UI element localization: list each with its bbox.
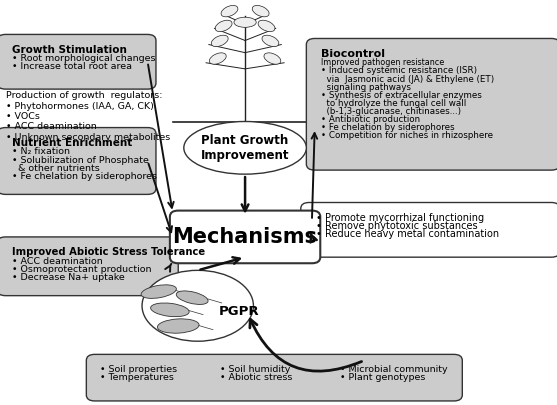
Text: Production of growth  regulators:
• Phytohormones (IAA, GA, CK)
• VOCs
• ACC dea: Production of growth regulators: • Phyto… [6, 91, 170, 142]
Text: • Promote mycorrhizal functioning: • Promote mycorrhizal functioning [316, 213, 484, 223]
Text: • Soil humidity: • Soil humidity [220, 365, 290, 374]
Text: • Decrease Na+ uptake: • Decrease Na+ uptake [12, 273, 125, 282]
Text: PGPR: PGPR [219, 305, 260, 318]
Text: Biocontrol: Biocontrol [321, 49, 385, 59]
Ellipse shape [252, 5, 269, 17]
Text: Growth Stimulation: Growth Stimulation [12, 45, 127, 55]
Ellipse shape [211, 35, 228, 47]
FancyBboxPatch shape [301, 202, 557, 257]
FancyBboxPatch shape [170, 211, 320, 263]
Ellipse shape [184, 122, 306, 174]
FancyBboxPatch shape [0, 34, 156, 89]
Text: • ACC deamination: • ACC deamination [12, 257, 103, 266]
Text: • Plant genotypes: • Plant genotypes [340, 373, 425, 382]
Text: Nutrient Enrichment: Nutrient Enrichment [12, 138, 133, 148]
Text: Plant Growth
Improvement: Plant Growth Improvement [201, 134, 289, 162]
Ellipse shape [209, 53, 226, 64]
Ellipse shape [215, 20, 232, 32]
Text: • Increase total root area: • Increase total root area [12, 62, 132, 71]
Ellipse shape [141, 285, 177, 298]
Text: • Antibiotic production: • Antibiotic production [321, 115, 421, 124]
FancyBboxPatch shape [306, 38, 557, 170]
Text: • Root morphological changes: • Root morphological changes [12, 54, 156, 63]
Text: • Osmoprotectant production: • Osmoprotectant production [12, 265, 152, 274]
Text: • Soil properties: • Soil properties [100, 365, 177, 374]
FancyBboxPatch shape [0, 237, 178, 296]
Text: Improved pathogen resistance: Improved pathogen resistance [321, 58, 444, 67]
Ellipse shape [262, 35, 279, 47]
Ellipse shape [234, 17, 256, 28]
Text: • N₂ fixation: • N₂ fixation [12, 147, 70, 156]
FancyBboxPatch shape [86, 354, 462, 401]
Text: signaling pathways: signaling pathways [321, 83, 412, 92]
Text: • Fe chelation by siderophores: • Fe chelation by siderophores [321, 123, 455, 132]
Text: to hydrolyze the fungal cell wall: to hydrolyze the fungal cell wall [321, 99, 467, 108]
Text: • Fe chelation by siderophores: • Fe chelation by siderophores [12, 172, 157, 181]
Text: • Solubilization of Phosphate: • Solubilization of Phosphate [12, 156, 149, 164]
Text: • Reduce heavy metal contamination: • Reduce heavy metal contamination [316, 229, 499, 239]
Ellipse shape [258, 20, 275, 32]
Text: • Microbial community: • Microbial community [340, 365, 447, 374]
Ellipse shape [158, 319, 199, 333]
Text: (b-1,3-glucanase, chitinases...): (b-1,3-glucanase, chitinases...) [321, 107, 462, 116]
Ellipse shape [142, 271, 253, 341]
Text: via  Jasmonic acid (JA) & Ethylene (ET): via Jasmonic acid (JA) & Ethylene (ET) [321, 75, 495, 83]
Text: • Synthesis of extracellular enzymes: • Synthesis of extracellular enzymes [321, 91, 482, 100]
Ellipse shape [176, 291, 208, 305]
Text: & other nutrients: & other nutrients [12, 164, 100, 173]
Text: • Induced systemic resistance (ISR): • Induced systemic resistance (ISR) [321, 66, 477, 75]
Text: Mechanisms: Mechanisms [173, 227, 317, 247]
Text: • Abiotic stress: • Abiotic stress [220, 373, 292, 382]
Text: Improved Abiotic Stress Tolerance: Improved Abiotic Stress Tolerance [12, 247, 206, 257]
Text: • Remove phytotoxic substances: • Remove phytotoxic substances [316, 221, 477, 231]
Ellipse shape [150, 303, 189, 317]
Text: • Competition for niches in rhizosphere: • Competition for niches in rhizosphere [321, 131, 494, 140]
Ellipse shape [264, 53, 281, 64]
FancyBboxPatch shape [0, 128, 156, 194]
Text: • Temperatures: • Temperatures [100, 373, 174, 382]
Ellipse shape [221, 5, 238, 17]
